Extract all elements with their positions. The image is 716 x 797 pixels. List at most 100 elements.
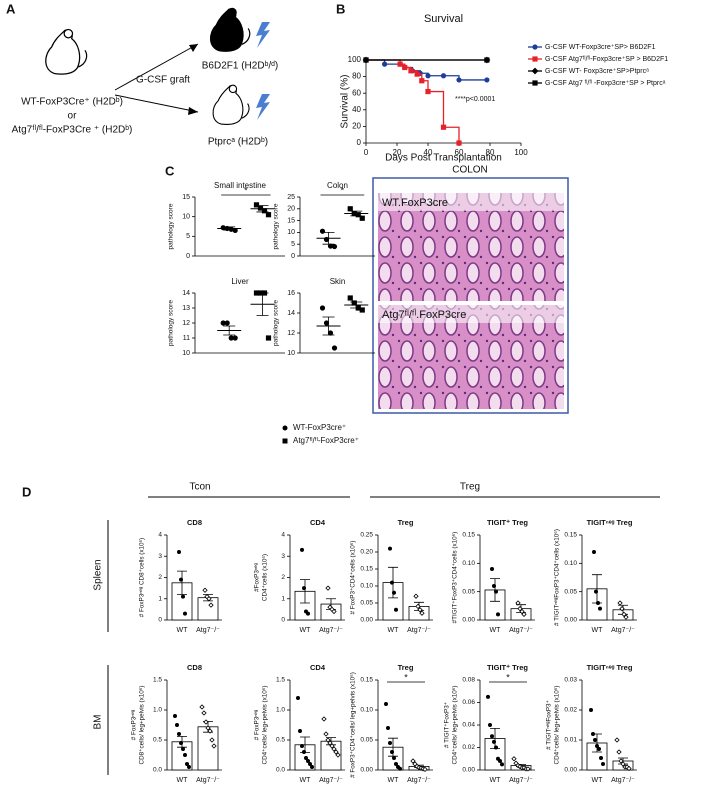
marker (387, 546, 392, 551)
x-tick-label: 100 (514, 148, 528, 157)
marker (489, 734, 494, 739)
y-tick-label: 0 (158, 617, 162, 624)
marker (517, 606, 523, 612)
y-tick-label: 10 (182, 214, 190, 221)
y-tick-label: 25 (287, 194, 295, 201)
marker (408, 68, 414, 74)
y-tick-label: 16 (287, 290, 295, 297)
marker (178, 741, 183, 746)
error-bar (177, 570, 187, 595)
y-tick-label: 20 (287, 206, 295, 213)
marker (597, 747, 602, 752)
marker (180, 594, 185, 599)
marker (515, 600, 521, 606)
marker (596, 601, 601, 606)
x-tick-label: WT (177, 627, 189, 634)
x-tick-label: Atg7⁻/⁻ (407, 627, 431, 634)
marker (331, 345, 338, 351)
marker (489, 567, 494, 572)
y-tick-label: 0.10 (360, 583, 373, 590)
marker (410, 758, 416, 764)
y-axis-label: # FoxP3ⁿᵉᵍ (254, 709, 261, 740)
marker (208, 602, 214, 608)
significance-label: * (341, 185, 345, 195)
marker (224, 320, 230, 326)
bar (197, 726, 219, 771)
legend-label: G-CSF WT-Foxp3cre⁺SP> B6D2F1 (545, 44, 656, 51)
chart-title: TIGITⁿᵉᵍ Treg (587, 663, 633, 672)
marker (303, 756, 308, 761)
marker (397, 766, 402, 771)
panel-label: B (336, 1, 345, 16)
marker (397, 61, 403, 67)
chart-title: Skin (330, 277, 346, 286)
x-tick-label: WT (490, 627, 502, 634)
histology-label: Atg7ᶠˡ/ᶠˡ.FoxP3cre (382, 309, 466, 321)
marker (598, 606, 603, 611)
y-tick-label: 0.10 (564, 560, 577, 567)
y-axis-label: pathology score (273, 300, 280, 346)
marker (601, 762, 606, 767)
y-axis-label: #FoxP3ⁿᵉᵍ (254, 563, 261, 592)
y-tick-label: 12 (182, 320, 190, 327)
y-tick-label: 1.5 (276, 677, 285, 684)
marker (484, 77, 490, 83)
y-tick-label: 0.02 (564, 707, 577, 714)
arrow (114, 94, 199, 113)
histology-title: COLON (452, 165, 488, 176)
marker (493, 745, 498, 750)
marker (359, 215, 365, 221)
y-tick-label: 0.00 (462, 767, 475, 774)
y-tick-label: 10 (182, 350, 190, 357)
marker (415, 603, 421, 610)
marker (182, 611, 187, 616)
marker (440, 124, 447, 130)
legend-marker (282, 425, 288, 431)
donor-label: Atg7ᶠˡ/ᶠˡ-FoxP3Cre ⁺ (H2Dᵇ) (12, 125, 133, 136)
marker (180, 747, 185, 752)
y-axis-label: # TIGITⁿᵉᵍFoxP3⁺ (546, 700, 553, 750)
chart-title: TIGIT⁺ Treg (487, 663, 528, 672)
x-tick-label: 40 (424, 148, 433, 157)
y-tick-label: 13 (182, 305, 190, 312)
marker (323, 731, 329, 737)
recipient-mouse (209, 7, 251, 52)
marker (381, 61, 388, 67)
x-tick-label: Atg7⁻/⁻ (196, 627, 220, 634)
y-tick-label: 0.0 (276, 767, 285, 774)
x-tick-label: Atg7⁻/⁻ (196, 777, 220, 784)
y-tick-label: 0.08 (462, 677, 475, 684)
marker (619, 606, 625, 612)
panel-label: D (22, 484, 31, 499)
marker (205, 725, 211, 731)
marker (202, 587, 208, 593)
marker (359, 307, 365, 313)
y-tick-label: 0.5 (153, 737, 162, 744)
marker (393, 607, 398, 612)
marker (591, 732, 596, 737)
y-tick-label: 0.15 (462, 532, 475, 539)
chart-title: Small intestine (214, 181, 267, 190)
marker (206, 596, 212, 602)
y-tick-label: 0.04 (462, 722, 475, 729)
y-axis-label: #TIGIT⁺FoxP3⁺CD4⁺cells (x10⁶) (452, 532, 459, 624)
marker (389, 750, 394, 755)
x-tick-label: 0 (364, 148, 369, 157)
marker (491, 584, 496, 589)
marker (307, 762, 312, 767)
x-tick-label: Atg7⁻/⁻ (509, 627, 533, 634)
y-axis-label: CD4⁺cells/ leg+pelvis (x10⁶) (554, 686, 561, 765)
y-tick-label: 0.00 (360, 767, 373, 774)
marker (319, 305, 326, 311)
marker (413, 593, 419, 599)
y-tick-label: 0.05 (564, 588, 577, 595)
significance-label: * (244, 185, 248, 195)
error-bar (223, 325, 236, 336)
marker (172, 714, 177, 719)
x-tick-label: 20 (393, 148, 402, 157)
marker (511, 756, 517, 762)
error-bar (300, 579, 310, 604)
marker (618, 758, 624, 764)
legend-label: WT-FoxP3cre⁺ (293, 423, 346, 432)
chart-title: CD8 (187, 518, 202, 527)
